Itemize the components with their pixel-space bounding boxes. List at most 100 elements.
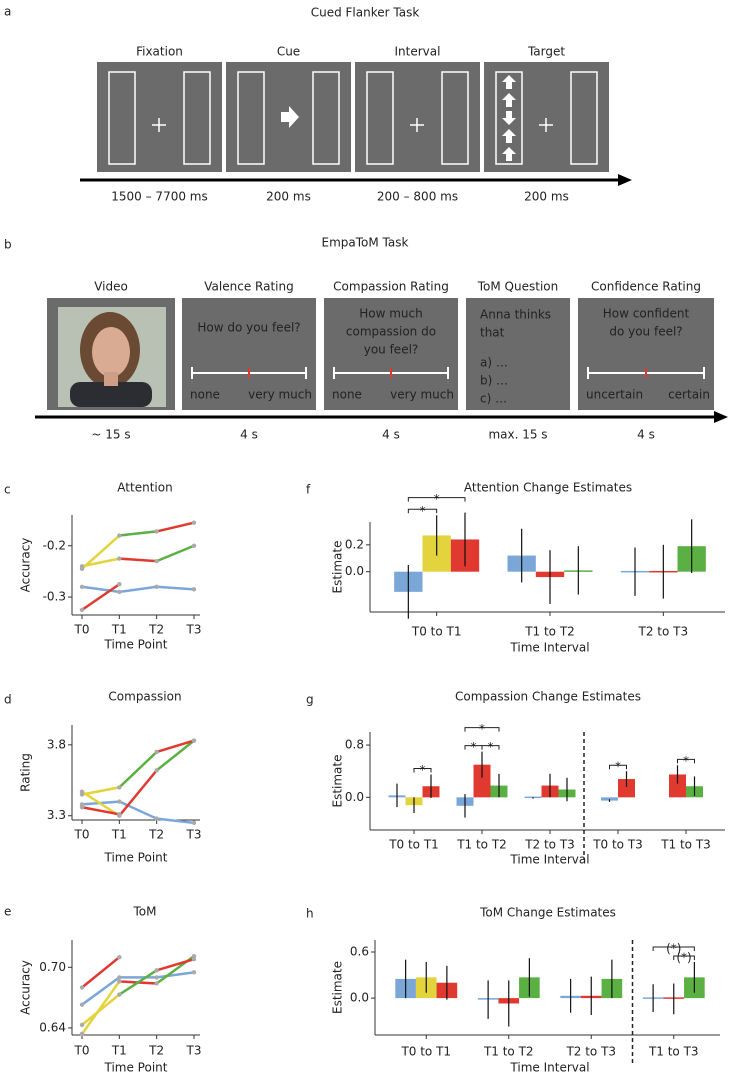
line-segment [81, 585, 120, 594]
line-segment [156, 739, 195, 754]
duration: 4 s [240, 428, 258, 442]
x-tick-label: T1 to T3 [648, 1045, 699, 1059]
line-segment [81, 790, 121, 817]
y-axis-label: Accuracy [19, 960, 33, 1015]
significance-bracket [407, 508, 438, 514]
significance-label: * [615, 760, 621, 774]
video-neck [104, 372, 118, 386]
significance-label: * [420, 504, 426, 518]
x-axis-label: Time Point [104, 638, 168, 652]
point [79, 607, 85, 613]
y-tick-label: 0.6 [350, 944, 369, 958]
screen-label: Confidence Rating [591, 280, 701, 294]
panel-label: d [4, 693, 12, 707]
panel-label: g [306, 693, 314, 707]
question: How do you feel? [197, 321, 300, 335]
x-tick-label: T3 [186, 1044, 202, 1058]
x-tick-label: T1 to T2 [456, 838, 507, 852]
flanker-box [312, 71, 340, 165]
screen-label: Video [94, 280, 128, 294]
point [79, 1031, 85, 1037]
duration: 200 ms [524, 190, 569, 204]
x-tick-label: T1 to T2 [483, 1045, 534, 1059]
x-tick-label: T0 to T3 [592, 838, 643, 852]
significance-label: * [683, 754, 689, 768]
significance-label: * [471, 740, 477, 754]
line-segment [156, 817, 195, 825]
scale-label: none [190, 388, 220, 402]
target-arrow [502, 93, 516, 107]
line-segment [118, 800, 158, 820]
screen-label: Valence Rating [204, 280, 293, 294]
line-segment [81, 956, 121, 989]
flanker-box [366, 71, 394, 165]
x-tick-label: T1 [111, 1044, 127, 1058]
flanker-box [108, 71, 136, 165]
line-segment [118, 969, 158, 996]
panel-label: b [4, 238, 12, 252]
point [191, 953, 197, 959]
panel-label: a [4, 5, 11, 19]
screen [578, 298, 714, 410]
point [154, 558, 159, 564]
panel-title: EmpaToM Task [322, 236, 409, 250]
significance-bracket [673, 955, 695, 960]
x-axis-label: Time Interval [509, 853, 589, 867]
cue-arrow [281, 106, 299, 128]
screen-label: ToM Question [477, 280, 558, 294]
y-axis-label: Estimate [331, 754, 345, 807]
point [191, 587, 197, 592]
duration: 200 – 800 ms [377, 190, 458, 204]
point [191, 738, 197, 743]
bar [618, 779, 635, 798]
screen-label: Cue [277, 45, 300, 59]
x-tick-label: T1 to T3 [660, 838, 711, 852]
point [154, 768, 159, 773]
duration: 200 ms [266, 190, 311, 204]
point [79, 805, 85, 810]
significance-bracket [413, 767, 432, 773]
screen [466, 298, 570, 410]
question: do you feel? [609, 325, 682, 339]
y-axis-label: Estimate [331, 540, 345, 593]
question: that [480, 326, 505, 340]
x-tick-label: T2 [148, 623, 164, 637]
point [154, 968, 159, 973]
panel-label: h [306, 907, 314, 921]
scale-label: certain [668, 388, 710, 402]
timeline-head [618, 174, 632, 186]
chart-title: Attention [117, 481, 172, 495]
x-tick-label: T0 [74, 1044, 90, 1058]
screen-label: Interval [395, 45, 441, 59]
point [79, 985, 85, 990]
panel-title: Cued Flanker Task [311, 6, 420, 20]
panel-label: c [4, 483, 11, 497]
bar [669, 774, 686, 798]
target-arrow [502, 111, 516, 125]
screen [484, 62, 609, 172]
line-segment [118, 751, 158, 789]
point [117, 533, 122, 538]
point [79, 564, 85, 569]
point [117, 975, 122, 980]
scale-label: very much [390, 388, 454, 402]
y-tick-label: 3.3 [47, 808, 66, 822]
screen [355, 62, 480, 172]
point [154, 584, 159, 589]
significance-label: (*) [676, 950, 691, 964]
y-tick-label: 0.0 [345, 564, 364, 578]
screen-label: Target [527, 45, 565, 59]
x-tick-label: T2 to T3 [638, 625, 689, 639]
y-tick-label: -0.2 [43, 538, 66, 552]
point [117, 785, 122, 790]
screen-label: Compassion Rating [333, 280, 449, 294]
scale-label: uncertain [586, 388, 643, 402]
panel-label: f [306, 483, 311, 497]
point [117, 556, 122, 561]
answer-option: c) … [480, 392, 507, 406]
y-tick-label: 0.8 [345, 738, 364, 752]
y-axis-label: Estimate [331, 961, 345, 1014]
panel-label: e [4, 905, 11, 919]
flanker-box [237, 71, 265, 165]
